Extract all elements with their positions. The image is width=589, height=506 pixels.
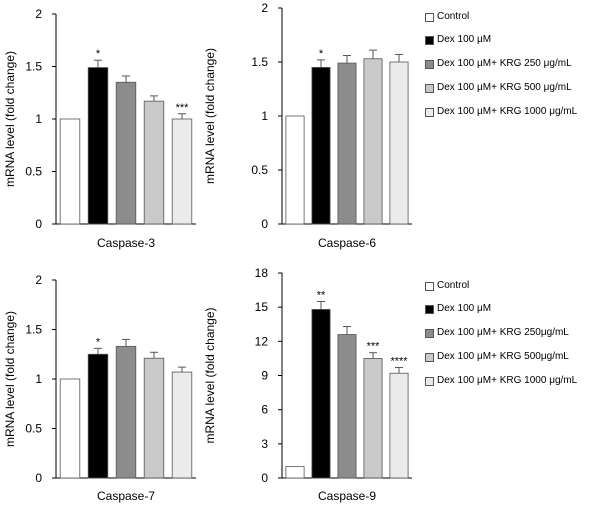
legend-swatch: [425, 304, 434, 314]
bar: [311, 67, 331, 225]
bar: [311, 309, 331, 479]
bar: [363, 58, 383, 225]
y-tick-label: 0.5: [25, 422, 42, 436]
legend-swatch: [425, 352, 434, 362]
y-tick-label: 0.5: [251, 163, 268, 177]
legend-swatch: [425, 328, 434, 338]
x-axis-label: Caspase-7: [97, 489, 155, 503]
legend-item: Dex 100 μM+ KRG 250μg/mL: [425, 327, 569, 339]
significance-label: *: [96, 336, 101, 348]
legend-item: Dex 100 μM+ KRG 500 μg/mL: [425, 82, 572, 94]
significance-label: *: [319, 48, 324, 60]
legend-item: Control: [425, 11, 469, 23]
bar: [59, 118, 81, 225]
legend-swatch: [425, 59, 434, 69]
legend-swatch: [425, 376, 434, 386]
y-axis-label: mRNA level (fold change): [203, 307, 217, 443]
bar: [389, 61, 409, 225]
bar: [59, 378, 81, 479]
legend-label: Dex 100 μM: [437, 34, 492, 45]
bar: [115, 345, 137, 479]
y-tick-label: 1: [261, 109, 268, 123]
legend-item: Dex 100 μM: [425, 303, 491, 315]
y-tick-label: 0: [261, 217, 268, 231]
significance-label: **: [317, 289, 326, 301]
bar: [389, 372, 409, 479]
y-tick-label: 3: [261, 437, 268, 451]
x-axis-label: Caspase-6: [318, 236, 376, 250]
y-tick-label: 0.5: [25, 165, 42, 179]
bar: [285, 466, 305, 479]
bar: [171, 118, 193, 225]
legend-label: Dex 100 μM+ KRG 1000 μg/mL: [437, 375, 578, 386]
y-tick-label: 18: [255, 266, 269, 280]
bar: [143, 357, 165, 479]
legend-label: Control: [437, 11, 470, 22]
legend-item: Control: [425, 280, 469, 292]
legend-label: Dex 100 μM+ KRG 1000 μg/mL: [437, 106, 578, 117]
legend-label: Dex 100 μM+ KRG 250 μg/mL: [437, 58, 572, 69]
y-axis-label: mRNA level (fold change): [3, 51, 17, 187]
y-tick-label: 0: [261, 471, 268, 485]
legend-swatch: [425, 35, 434, 45]
significance-label: ***: [367, 341, 381, 353]
legend-item: Dex 100 μM+ KRG 1000 μg/mL: [425, 106, 577, 118]
bar: [363, 358, 383, 479]
bar: [171, 371, 193, 479]
bar: [115, 81, 137, 225]
y-tick-label: 2: [35, 7, 42, 21]
x-axis-label: Caspase-9: [318, 489, 376, 503]
legend-label: Dex 100 μM+ KRG 500 μg/mL: [437, 82, 572, 93]
y-tick-label: 1.5: [25, 323, 42, 337]
y-tick-label: 0: [35, 217, 42, 231]
legend-swatch: [425, 107, 434, 117]
y-tick-label: 2: [261, 1, 268, 15]
legend-label: Dex 100 μM+ KRG 500μg/mL: [437, 351, 569, 362]
bar: [87, 67, 109, 225]
y-tick-label: 6: [261, 403, 268, 417]
y-tick-label: 2: [35, 273, 42, 287]
chart-caspase-6: 0 0.5 1 1.5 2 * Caspase-6 mRNA level (fold chan…: [203, 1, 412, 250]
y-tick-label: 15: [255, 300, 269, 314]
y-axis-label: mRNA level (fold change): [3, 311, 17, 447]
legend-swatch: [425, 281, 434, 291]
legend-label: Control: [437, 280, 470, 291]
significance-label: ****: [390, 356, 408, 368]
bar: [337, 334, 357, 479]
significance-label: ***: [176, 102, 190, 114]
x-axis-label: Caspase-3: [97, 236, 155, 250]
legend-item: Dex 100 μM+ KRG 250 μg/mL: [425, 58, 572, 70]
y-tick-label: 12: [255, 334, 269, 348]
legend-label: Dex 100 μM+ KRG 250μg/mL: [437, 327, 569, 338]
legend-item: Dex 100 μM: [425, 34, 491, 46]
y-tick-label: 1: [35, 372, 42, 386]
chart-caspase-7: 0 0.5 1 1.5 2 * Caspase-7 mRNA level (fold chan…: [3, 273, 196, 503]
bar: [143, 100, 165, 225]
y-tick-label: 0: [35, 471, 42, 485]
bar: [337, 62, 357, 225]
y-tick-label: 1.5: [25, 60, 42, 74]
legend-swatch: [425, 12, 434, 22]
significance-label: *: [96, 48, 101, 60]
y-tick-label: 1: [35, 112, 42, 126]
y-tick-label: 9: [261, 369, 268, 383]
legend-label: Dex 100 μM: [437, 303, 492, 314]
y-axis-label: mRNA level (fold change): [203, 48, 217, 184]
bar: [285, 115, 305, 225]
legend-item: Dex 100 μM+ KRG 500μg/mL: [425, 351, 569, 363]
legend-swatch: [425, 83, 434, 93]
bar: [87, 353, 109, 479]
y-tick-label: 1.5: [251, 55, 268, 69]
legend-item: Dex 100 μM+ KRG 1000 μg/mL: [425, 375, 577, 387]
